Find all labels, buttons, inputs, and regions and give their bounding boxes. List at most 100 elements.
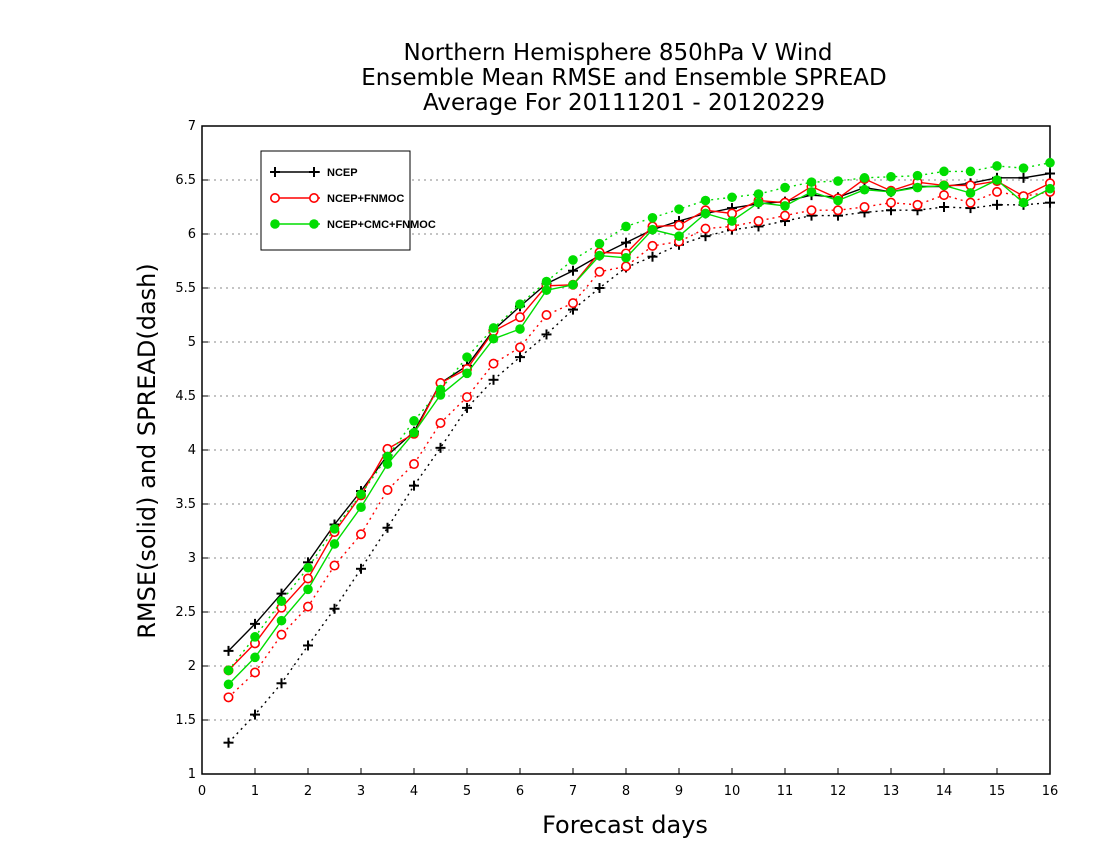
rmse-line — [228, 179, 1051, 685]
spread-marker — [938, 190, 949, 201]
x-tick-label: 6 — [516, 784, 524, 799]
spread-marker — [700, 223, 711, 234]
spread-marker — [303, 640, 313, 651]
x-tick-label: 16 — [1042, 784, 1059, 799]
x-tick-label: 1 — [251, 784, 259, 799]
spread-marker — [886, 171, 896, 182]
spread-marker — [435, 442, 446, 453]
spread-marker — [859, 173, 870, 183]
spread-marker — [647, 240, 658, 251]
spread-marker — [409, 480, 419, 491]
rmse-marker — [753, 197, 764, 208]
spread-marker — [806, 177, 817, 187]
x-tick-label: 10 — [724, 784, 741, 799]
x-tick-label: 12 — [830, 784, 847, 799]
y-tick-label: 6 — [188, 227, 196, 242]
spread-marker — [329, 524, 340, 534]
x-tick-label: 15 — [989, 784, 1006, 799]
spread-marker — [462, 352, 472, 362]
spread-marker — [541, 276, 552, 287]
legend-marker — [269, 193, 280, 204]
rmse-line — [228, 178, 1051, 671]
rmse-marker — [806, 187, 817, 197]
series-2 — [223, 157, 1055, 690]
rmse-marker — [303, 584, 313, 595]
rmse-marker — [992, 175, 1002, 185]
rmse-marker — [647, 224, 658, 235]
spread-marker — [1045, 197, 1055, 208]
spread-marker — [621, 221, 631, 232]
spread-marker — [912, 170, 923, 181]
spread-marker — [806, 205, 817, 216]
title-line-3: Average For 20111201 - 20120229 — [423, 90, 825, 116]
y-tick-label: 1.5 — [175, 713, 196, 728]
spread-marker — [382, 451, 393, 462]
x-tick-label: 4 — [410, 784, 418, 799]
spread-marker — [303, 562, 313, 573]
rmse-marker — [859, 184, 870, 195]
spread-marker — [780, 182, 790, 193]
spread-marker — [991, 186, 1002, 197]
legend-marker — [270, 167, 280, 177]
spread-line — [227, 162, 1051, 671]
rmse-marker — [302, 573, 313, 584]
spread-marker — [329, 560, 340, 571]
rmse-marker — [329, 539, 340, 549]
rmse-marker — [939, 180, 949, 191]
rmse-marker — [409, 427, 419, 438]
spread-marker — [356, 489, 366, 500]
spread-marker — [1045, 157, 1055, 168]
spread-marker — [250, 632, 260, 642]
legend-label: NCEP+FNMOC — [327, 193, 404, 205]
x-tick-label: 2 — [304, 784, 312, 799]
rmse-marker — [435, 390, 446, 400]
spread-line — [228, 191, 1051, 698]
spread-marker — [939, 166, 949, 177]
spread-marker — [674, 204, 684, 214]
legend-label: NCEP — [327, 167, 358, 179]
spread-marker — [515, 299, 525, 310]
rmse-marker — [621, 237, 631, 248]
spread-marker — [355, 529, 366, 540]
spread-marker — [356, 563, 366, 574]
spread-marker — [647, 251, 658, 262]
legend-item-1: NCEP+FNMOC — [269, 193, 404, 205]
y-tick-label: 6.5 — [175, 173, 196, 188]
spread-marker — [276, 678, 287, 689]
legend-item-2: NCEP+CMC+FNMOC — [270, 219, 436, 231]
legend-box — [260, 150, 411, 251]
spread-marker — [488, 358, 499, 369]
legend-label: NCEP+CMC+FNMOC — [327, 219, 436, 231]
spread-marker — [382, 484, 393, 495]
legend-marker — [270, 219, 280, 229]
y-tick-label: 5 — [188, 335, 196, 350]
spread-marker — [567, 298, 578, 309]
x-tick-label: 0 — [198, 784, 206, 799]
spread-marker — [1018, 163, 1029, 173]
rmse-marker — [1045, 168, 1055, 179]
x-tick-label: 9 — [675, 784, 683, 799]
x-tick-label: 14 — [936, 784, 953, 799]
spread-marker — [488, 374, 499, 385]
spread-marker — [753, 216, 764, 227]
rmse-marker — [223, 645, 234, 656]
rmse-marker — [780, 201, 790, 211]
spread-marker — [250, 667, 261, 678]
spread-marker — [223, 737, 234, 748]
y-axis-title: RMSE(solid) and SPREAD(dash) — [133, 263, 161, 639]
spread-marker — [568, 255, 578, 265]
spread-marker — [594, 266, 605, 277]
spread-marker — [620, 261, 631, 272]
spread-marker — [939, 202, 949, 212]
spread-marker — [461, 392, 472, 403]
spread-marker — [912, 199, 923, 210]
rmse-marker — [356, 502, 366, 513]
spread-marker — [302, 601, 313, 612]
spread-marker — [832, 205, 843, 216]
rmse-marker — [250, 652, 260, 663]
rmse-marker — [1018, 172, 1029, 183]
legend: NCEP NCEP+FNMOC NCEP+CMC+FNMOC — [260, 150, 436, 251]
spread-marker — [488, 323, 499, 333]
rmse-marker — [568, 279, 578, 290]
